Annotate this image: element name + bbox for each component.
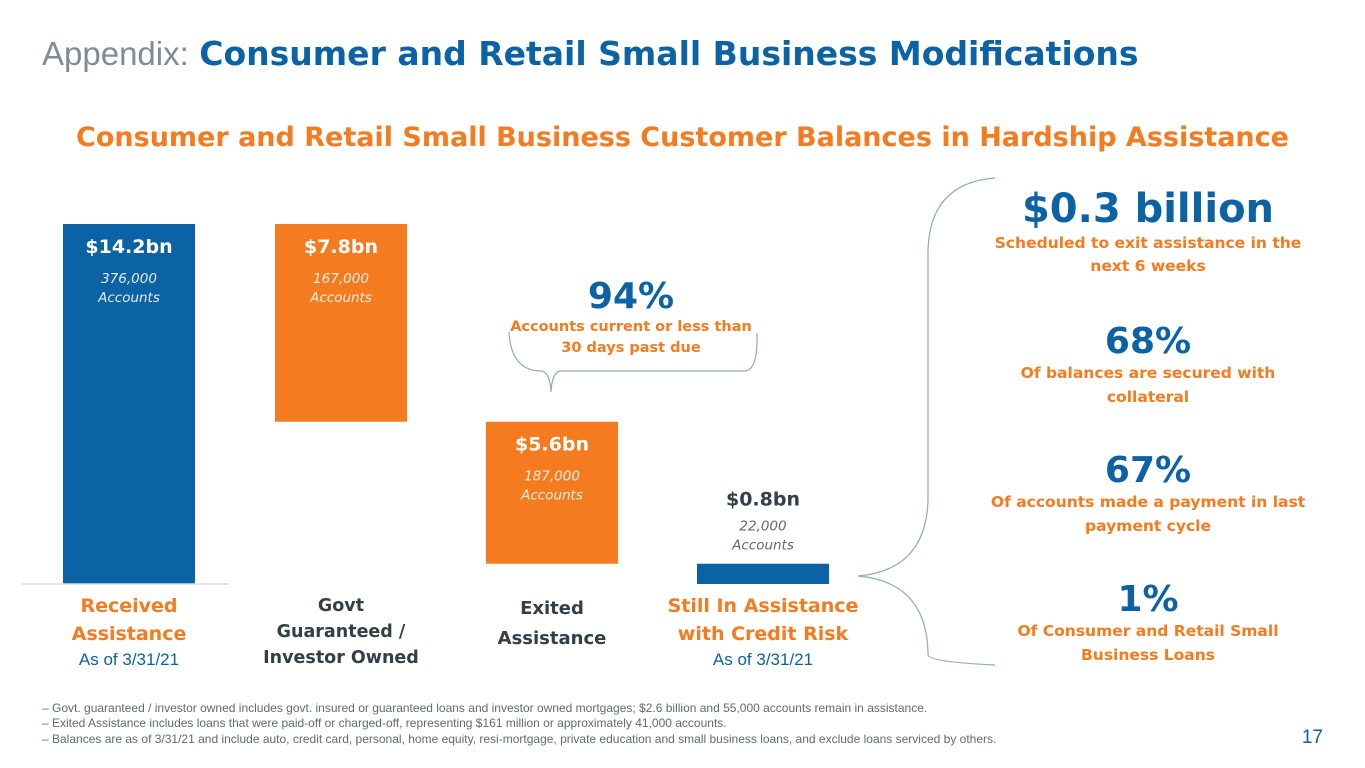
category-label-line: Still In Assistance	[667, 595, 859, 617]
category-label: Received Assistance As of 3/31/21	[9, 593, 249, 673]
callout-description: Accounts current or less than 30 days pa…	[510, 319, 752, 357]
page-number: 17	[1301, 727, 1323, 748]
bar	[63, 224, 195, 584]
callout: 94% Accounts current or less than 30 day…	[500, 276, 762, 359]
category-label-line: Guaranteed /	[276, 621, 406, 642]
stat-value: 67%	[1104, 450, 1192, 491]
callout-percentage: 94%	[587, 276, 675, 317]
bar	[697, 563, 829, 584]
bar-value-label: $5.6bn	[515, 434, 589, 456]
bar-accounts-count: 376,000	[101, 271, 157, 287]
bar-accounts-count: 22,000	[739, 519, 786, 535]
category-date: As of 3/31/21	[712, 650, 814, 670]
page-title-prefix: Appendix:	[42, 35, 189, 72]
stat-value: 68%	[1104, 321, 1192, 362]
category-label: Govt Guaranteed / Investor Owned	[221, 594, 461, 672]
bar-accounts-word: Accounts	[520, 488, 583, 504]
page-title-main: Consumer and Retail Small Business Modif…	[199, 34, 1139, 73]
stat-share-of-loans: 1% Of Consumer and Retail Small Business…	[983, 579, 1313, 667]
bar-accounts-word: Accounts	[97, 290, 160, 306]
bar-accounts-word: Accounts	[309, 290, 372, 306]
stat-description: Of balances are secured with collateral	[1020, 364, 1276, 406]
category-label-line: Assistance	[497, 627, 607, 649]
stat-scheduled-exit: $0.3 billion Scheduled to exit assistanc…	[983, 186, 1313, 279]
footnotes: – Govt. guaranteed / investor owned incl…	[42, 701, 996, 747]
bar-value-label: $14.2bn	[85, 236, 172, 258]
category-label-line: with Credit Risk	[677, 622, 849, 645]
stat-secured-balances: 68% Of balances are secured with collate…	[983, 321, 1313, 409]
footnote: – Exited Assistance includes loans that …	[42, 716, 727, 731]
page-title: Appendix: Consumer and Retail Small Busi…	[42, 34, 1139, 74]
bar-accounts-count: 187,000	[524, 469, 580, 485]
category-label-line: Exited	[520, 598, 584, 619]
callout-bracket	[508, 331, 758, 393]
bar	[486, 421, 618, 564]
bar-value-label: $7.8bn	[304, 236, 378, 258]
stats-brace	[857, 177, 996, 666]
stat-description: Scheduled to exit assistance in the next…	[994, 234, 1302, 276]
category-label-line: Received	[80, 595, 178, 617]
bar-accounts-count: 167,000	[313, 271, 369, 287]
bar	[275, 224, 407, 422]
stat-description: Of accounts made a payment in last payme…	[990, 493, 1306, 535]
footnote: – Govt. guaranteed / investor owned incl…	[42, 701, 928, 715]
stat-payment-made: 67% Of accounts made a payment in last p…	[983, 450, 1313, 538]
category-label-line: Assistance	[71, 622, 187, 645]
bar-accounts-word: Accounts	[731, 538, 794, 554]
chart-title: Consumer and Retail Small Business Custo…	[76, 122, 1289, 153]
category-label-line: Investor Owned	[263, 647, 419, 668]
footnote: – Balances are as of 3/31/21 and include…	[42, 731, 997, 746]
category-label-line: Govt	[317, 596, 365, 616]
stat-value: 1%	[1117, 579, 1179, 620]
category-date: As of 3/31/21	[78, 650, 180, 670]
stat-value: $0.3 billion	[1021, 186, 1275, 232]
category-label: Still In Assistance with Credit Risk As of…	[643, 593, 883, 673]
stat-description: Of Consumer and Retail Small Business Lo…	[1017, 622, 1279, 664]
bar-value-label: $0.8bn	[726, 489, 800, 511]
category-label: Exited Assistance	[432, 594, 672, 653]
